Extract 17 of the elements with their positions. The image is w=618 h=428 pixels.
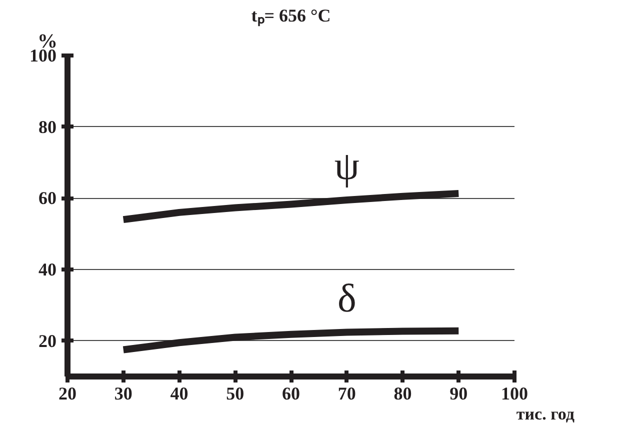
- x-tick-label: 40: [170, 384, 188, 404]
- y-tick-label: 20: [38, 330, 56, 351]
- x-tick-label: 60: [282, 384, 300, 404]
- series-label: ψ: [334, 142, 360, 188]
- x-tick-label: 50: [226, 384, 244, 404]
- x-tick-label: 90: [450, 384, 468, 404]
- series-label: δ: [337, 275, 356, 320]
- x-tick-label: 20: [58, 384, 76, 404]
- x-tick-label: 100: [501, 384, 528, 404]
- chart-title: tₚ= 656 °C: [251, 6, 331, 26]
- x-axis-title: тис. год: [516, 404, 575, 424]
- x-tick-label: 80: [394, 384, 412, 404]
- x-tick-label: 30: [114, 384, 132, 404]
- y-tick-label: 60: [38, 188, 56, 208]
- y-tick-label: 80: [38, 116, 56, 137]
- x-tick-label: 70: [338, 384, 356, 404]
- y-tick-label: 40: [38, 260, 56, 280]
